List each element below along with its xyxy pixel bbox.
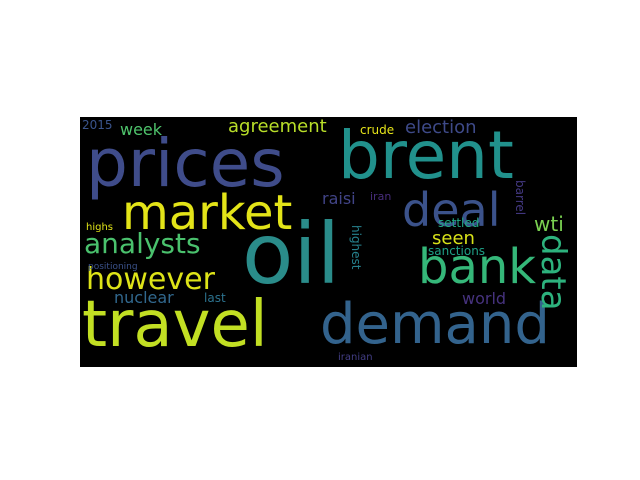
word-travel: travel bbox=[82, 288, 268, 362]
word-week: week bbox=[120, 120, 163, 139]
word-demand: demand bbox=[320, 292, 550, 357]
word-nuclear: nuclear bbox=[114, 288, 174, 307]
word-highs: highs bbox=[86, 222, 114, 233]
word-barrel: barrel bbox=[513, 180, 527, 216]
word-analysts: analysts bbox=[84, 227, 201, 260]
word-raisi: raisi bbox=[322, 189, 356, 208]
word-oil: oil bbox=[242, 205, 341, 303]
word-iranian: iranian bbox=[338, 352, 373, 363]
word-however: however bbox=[86, 262, 215, 297]
word-data: data bbox=[533, 234, 573, 311]
word-wti: wti bbox=[534, 212, 564, 236]
word-sanctions: sanctions bbox=[428, 244, 486, 258]
word-crude: crude bbox=[360, 123, 395, 137]
word-positioning: positioning bbox=[88, 262, 138, 272]
word-bank: bank bbox=[418, 239, 537, 295]
word-world: world bbox=[462, 289, 507, 308]
word-iran: iran bbox=[370, 190, 392, 203]
word-brent: brent bbox=[338, 117, 514, 194]
word-last: last bbox=[204, 291, 226, 305]
word-cloud: oil prices brent travel demand market de… bbox=[80, 117, 577, 367]
word-seen: seen bbox=[432, 228, 475, 249]
word-settled: settled bbox=[438, 216, 480, 230]
word-prices: prices bbox=[86, 125, 285, 202]
word-agreement: agreement bbox=[228, 117, 327, 137]
word-highest: highest bbox=[349, 225, 363, 270]
word-market: market bbox=[122, 185, 293, 241]
word-election: election bbox=[405, 117, 477, 138]
word-deal: deal bbox=[402, 183, 501, 237]
word-2015: 2015 bbox=[82, 118, 113, 132]
